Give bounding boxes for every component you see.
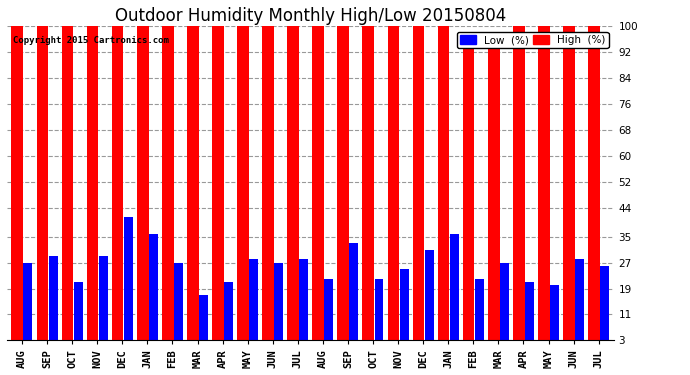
Bar: [274, 262, 283, 350]
Bar: [48, 256, 57, 350]
Bar: [74, 282, 83, 350]
Bar: [12, 27, 23, 350]
Bar: [513, 27, 524, 350]
Bar: [488, 49, 500, 350]
Bar: [413, 27, 424, 350]
Bar: [337, 27, 349, 350]
Bar: [400, 269, 408, 350]
Bar: [437, 27, 449, 350]
Bar: [463, 49, 475, 350]
Bar: [87, 27, 99, 350]
Bar: [187, 27, 199, 350]
Bar: [475, 279, 484, 350]
Title: Outdoor Humidity Monthly High/Low 20150804: Outdoor Humidity Monthly High/Low 201508…: [115, 7, 506, 25]
Bar: [37, 27, 48, 350]
Bar: [313, 27, 324, 350]
Bar: [563, 27, 575, 350]
Bar: [162, 27, 174, 350]
Bar: [525, 282, 534, 350]
Bar: [237, 27, 249, 350]
Bar: [174, 262, 183, 350]
Bar: [23, 262, 32, 350]
Bar: [224, 282, 233, 350]
Bar: [112, 27, 124, 350]
Bar: [249, 260, 258, 350]
Text: Copyright 2015 Cartronics.com: Copyright 2015 Cartronics.com: [13, 36, 169, 45]
Bar: [262, 27, 274, 350]
Legend: Low  (%), High  (%): Low (%), High (%): [457, 32, 609, 48]
Bar: [137, 27, 148, 350]
Bar: [99, 256, 108, 350]
Bar: [299, 260, 308, 350]
Bar: [124, 217, 132, 350]
Bar: [538, 27, 550, 350]
Bar: [199, 295, 208, 350]
Bar: [600, 266, 609, 350]
Bar: [588, 27, 600, 350]
Bar: [212, 27, 224, 350]
Bar: [500, 262, 509, 350]
Bar: [287, 27, 299, 350]
Bar: [375, 279, 384, 350]
Bar: [61, 27, 73, 350]
Bar: [575, 260, 584, 350]
Bar: [424, 250, 433, 350]
Bar: [388, 27, 400, 350]
Bar: [550, 285, 559, 350]
Bar: [324, 279, 333, 350]
Bar: [450, 234, 459, 350]
Bar: [149, 234, 158, 350]
Bar: [349, 243, 358, 350]
Bar: [362, 27, 374, 350]
